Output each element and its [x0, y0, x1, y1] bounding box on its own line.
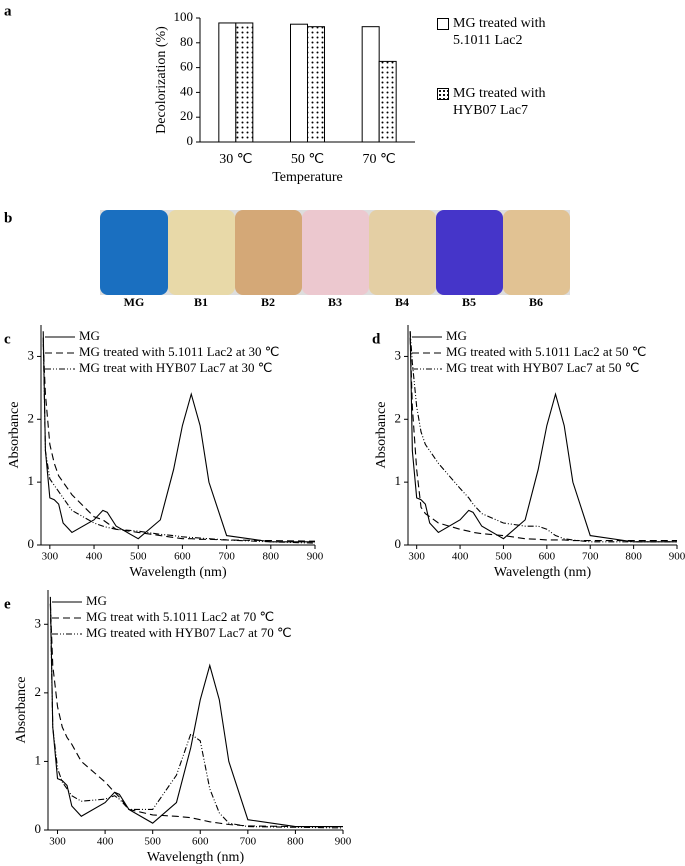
- legend-label: MG: [79, 328, 100, 343]
- x-tick-label: 700: [582, 551, 599, 563]
- bar: [235, 22, 254, 143]
- x-axis-title: Wavelength (nm): [129, 565, 227, 580]
- x-tick-label: 500: [130, 551, 147, 563]
- y-tick-label: 2: [395, 410, 402, 425]
- x-tick-label: 800: [263, 551, 280, 563]
- x-tick-label: 500: [144, 836, 161, 848]
- y-axis-title: Absorbance: [374, 402, 389, 469]
- tube-label: B3: [328, 295, 342, 309]
- x-tick-label: 900: [307, 551, 324, 563]
- legend-label: MG treat with 5.1011 Lac2 at 70 ℃: [86, 609, 274, 624]
- x-tick-label: 400: [452, 551, 469, 563]
- legend-label: MG treated with HYB07 Lac7 at 70 ℃: [86, 625, 292, 640]
- line-series: [49, 603, 344, 829]
- x-tick-label: 400: [86, 551, 103, 563]
- legend-swatch: [437, 18, 449, 30]
- y-tick-label: 1: [395, 473, 402, 488]
- bar: [378, 60, 397, 143]
- legend-label: MG treated with HYB07 Lac7: [453, 86, 546, 118]
- y-tick-label: 0: [28, 536, 35, 551]
- y-axis-title: Absorbance: [14, 677, 29, 744]
- tube-label: B6: [529, 295, 543, 309]
- x-tick-label: 600: [539, 551, 556, 563]
- y-tick-label: 3: [35, 615, 42, 630]
- tube-label: B2: [261, 295, 275, 309]
- line-series: [409, 331, 677, 543]
- y-tick-label: 20: [180, 108, 193, 123]
- y-tick-label: 2: [35, 684, 42, 699]
- x-tick-label: 50 ℃: [291, 152, 324, 167]
- x-axis-title: Wavelength (nm): [494, 565, 592, 580]
- panel-label: a: [4, 3, 12, 19]
- x-tick-label: 700: [218, 551, 235, 563]
- legend-label: MG treated with 5.1011 Lac2 at 30 ℃: [79, 344, 279, 359]
- x-tick-label: 300: [408, 551, 425, 563]
- y-tick-label: 80: [180, 34, 193, 49]
- legend-label: MG treated with 5.1011 Lac2 at 50 ℃: [446, 344, 646, 359]
- tube-photo: [100, 210, 570, 295]
- tube-label: B5: [462, 295, 476, 309]
- x-axis-title: Temperature: [272, 170, 343, 185]
- legend-entry: MG treated with HYB07 Lac7: [437, 85, 552, 119]
- line-series: [42, 331, 315, 543]
- y-tick-label: 2: [28, 410, 35, 425]
- x-tick-label: 900: [335, 836, 352, 848]
- panel-label: b: [4, 210, 12, 226]
- x-tick-label: 300: [42, 551, 59, 563]
- y-tick-label: 1: [28, 473, 35, 488]
- panel-label: c: [4, 331, 11, 347]
- panel-label: d: [372, 331, 381, 347]
- y-tick-label: 100: [174, 9, 194, 24]
- x-tick-label: 500: [495, 551, 512, 563]
- x-tick-label: 800: [625, 551, 642, 563]
- y-tick-label: 3: [28, 347, 35, 362]
- legend-swatch: [437, 88, 449, 100]
- legend-label: MG treated with 5.1011 Lac2: [453, 16, 546, 48]
- tube-label: B1: [194, 295, 208, 309]
- x-tick-label: 300: [49, 836, 66, 848]
- x-tick-label: 800: [287, 836, 304, 848]
- x-tick-label: 900: [669, 551, 685, 563]
- bar: [218, 22, 237, 143]
- y-tick-label: 0: [187, 133, 194, 148]
- y-tick-label: 40: [180, 83, 193, 98]
- legend-label: MG treat with HYB07 Lac7 at 50 ℃: [446, 360, 639, 375]
- x-tick-label: 70 ℃: [363, 152, 396, 167]
- line-series: [42, 337, 316, 544]
- y-tick-label: 3: [395, 347, 402, 362]
- x-tick-label: 30 ℃: [219, 152, 252, 167]
- line-series: [409, 331, 677, 543]
- y-tick-label: 60: [180, 59, 193, 74]
- bar: [290, 23, 308, 143]
- y-tick-label: 0: [35, 821, 42, 836]
- x-tick-label: 400: [97, 836, 114, 848]
- legend-entry: MG treated with 5.1011 Lac2: [437, 15, 552, 49]
- panel-label: e: [4, 596, 11, 612]
- x-tick-label: 700: [240, 836, 257, 848]
- bar: [361, 26, 380, 143]
- y-axis-title: Decolorization (%): [154, 26, 169, 134]
- tube-label: B4: [395, 295, 409, 309]
- bar: [307, 26, 325, 143]
- legend-label: MG: [86, 593, 107, 608]
- x-axis-title: Wavelength (nm): [147, 850, 245, 865]
- y-tick-label: 1: [35, 752, 42, 767]
- x-tick-label: 600: [174, 551, 191, 563]
- legend-label: MG: [446, 328, 467, 343]
- x-tick-label: 600: [192, 836, 209, 848]
- legend-label: MG treat with HYB07 Lac7 at 30 ℃: [79, 360, 272, 375]
- y-tick-label: 0: [395, 536, 402, 551]
- tube-label: MG: [124, 295, 145, 309]
- y-axis-title: Absorbance: [7, 402, 22, 469]
